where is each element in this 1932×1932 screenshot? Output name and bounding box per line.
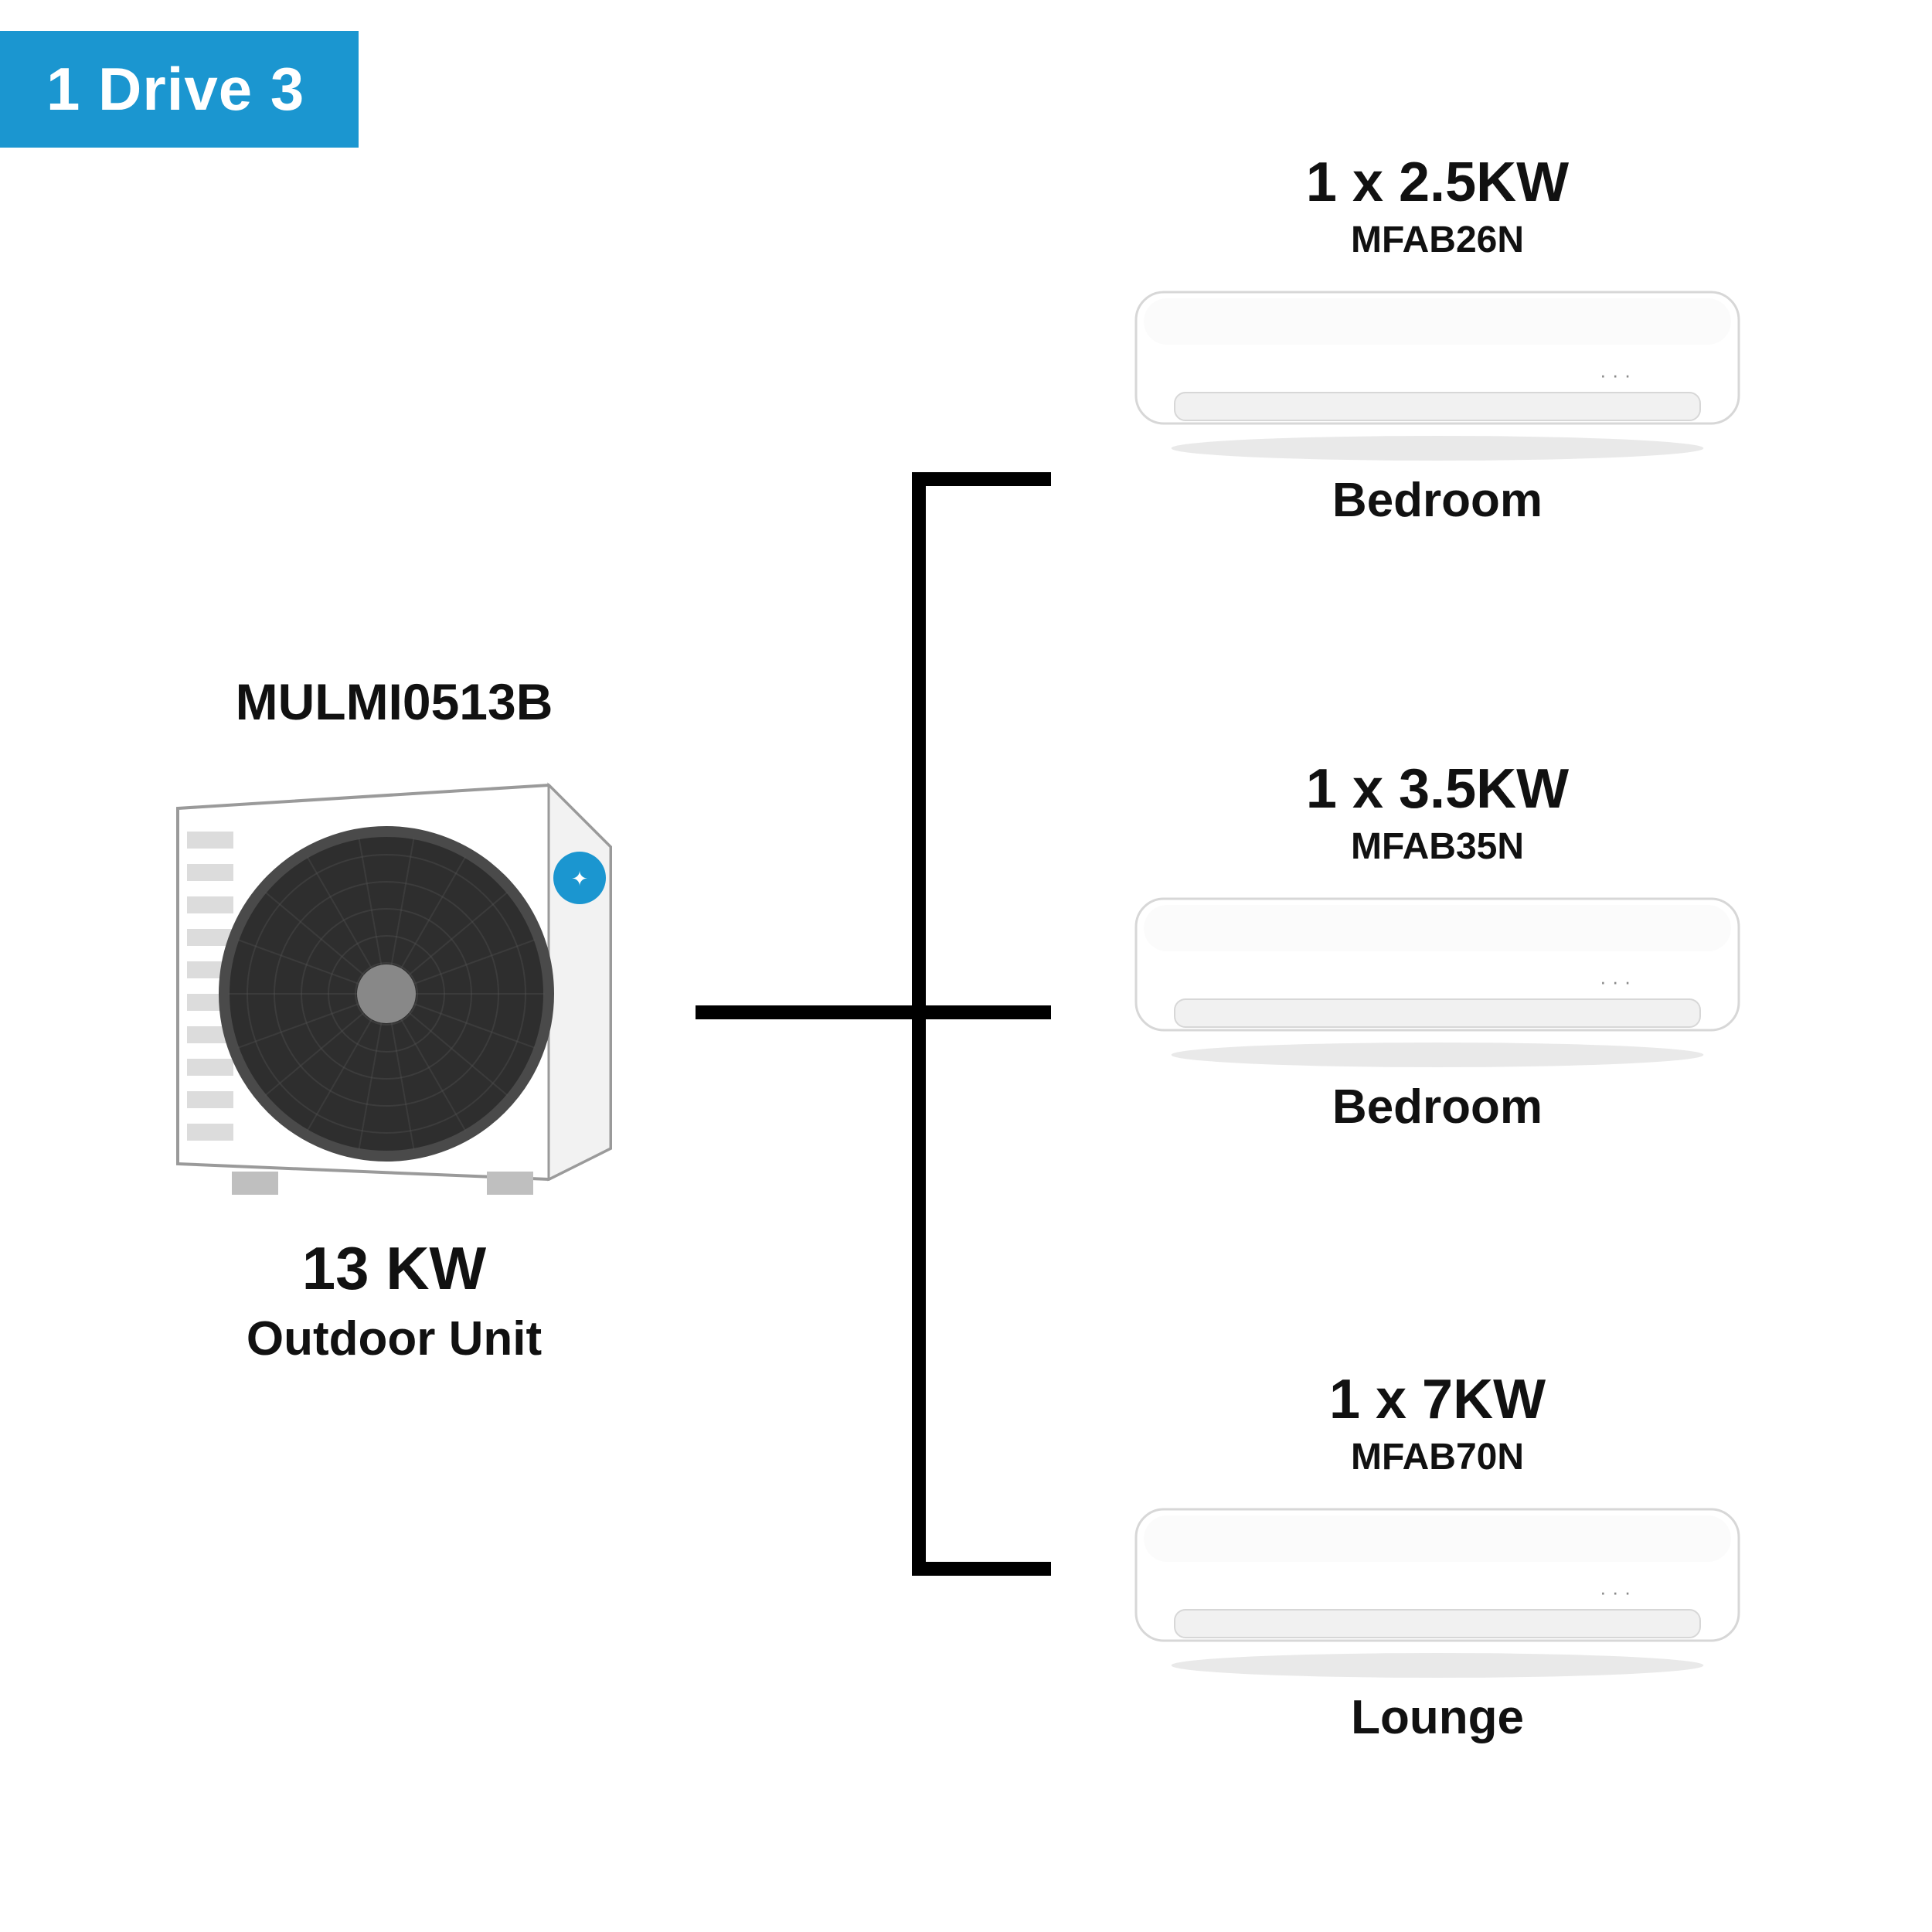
indoor-room-label: Bedroom <box>1051 1080 1824 1134</box>
outdoor-unit-icon: ✦ <box>147 762 641 1210</box>
indoor-room-label: Lounge <box>1051 1690 1824 1745</box>
indoor-model-number: MFAB70N <box>1051 1436 1824 1478</box>
indoor-unit-block: 1 x 7KW MFAB70N · · · Lounge <box>1051 1368 1824 1745</box>
svg-text:✦: ✦ <box>571 867 588 890</box>
outdoor-unit-block: MULMI0513B ✦ 13 KW Outdoor Unit <box>93 672 696 1366</box>
indoor-unit-icon: · · · <box>1121 883 1754 1069</box>
outdoor-power-rating: 13 KW <box>93 1233 696 1304</box>
indoor-model-number: MFAB26N <box>1051 219 1824 261</box>
indoor-power-rating: 1 x 2.5KW <box>1051 151 1824 214</box>
indoor-unit-icon: · · · <box>1121 277 1754 462</box>
outdoor-model-number: MULMI0513B <box>93 672 696 731</box>
indoor-unit-block: 1 x 3.5KWMFAB35N · · · Bedroom <box>1051 757 1824 1134</box>
svg-text:· · ·: · · · <box>1600 970 1631 993</box>
indoor-unit-icon: · · · <box>1121 1494 1754 1679</box>
svg-text:· · ·: · · · <box>1600 1580 1631 1604</box>
indoor-unit-block: 1 x 2.5KW MFAB26N · · · Bedroom <box>1051 151 1824 528</box>
svg-text:· · ·: · · · <box>1600 363 1631 386</box>
indoor-model-number: MFAB35N <box>1051 825 1824 868</box>
indoor-power-rating: 1 x 7KW <box>1051 1368 1824 1431</box>
indoor-room-label: Bedroom <box>1051 473 1824 528</box>
config-badge: 1 Drive 3 <box>0 31 359 148</box>
outdoor-unit-label: Outdoor Unit <box>93 1311 696 1366</box>
indoor-power-rating: 1 x 3.5KW <box>1051 757 1824 821</box>
